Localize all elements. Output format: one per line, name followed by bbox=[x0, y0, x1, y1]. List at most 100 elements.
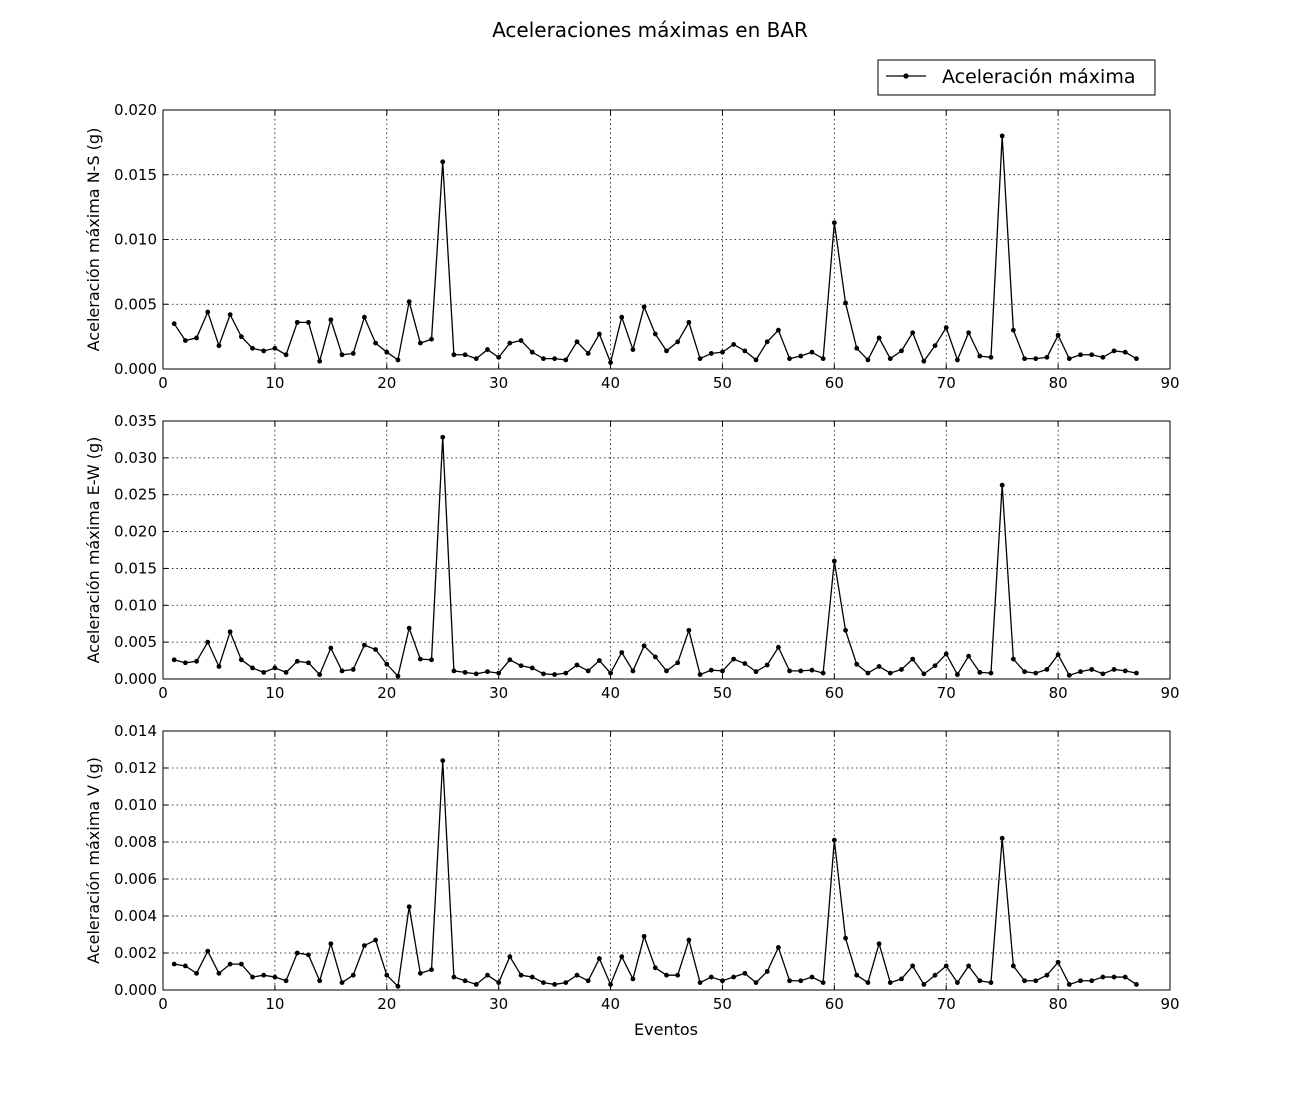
data-point bbox=[429, 336, 434, 342]
x-tick-label: 70 bbox=[937, 684, 956, 702]
data-point bbox=[362, 314, 367, 320]
data-point bbox=[541, 356, 546, 362]
data-point bbox=[1055, 652, 1061, 658]
data-point bbox=[216, 343, 222, 349]
data-point bbox=[708, 667, 714, 673]
data-point bbox=[317, 978, 323, 984]
plot-frame bbox=[162, 109, 1171, 370]
data-point bbox=[608, 360, 613, 365]
data-point bbox=[1055, 332, 1061, 338]
data-point bbox=[999, 835, 1005, 841]
data-point bbox=[238, 657, 244, 663]
data-point bbox=[809, 974, 815, 980]
data-point bbox=[630, 976, 636, 982]
data-point bbox=[943, 325, 949, 330]
data-point bbox=[1066, 672, 1072, 678]
data-point bbox=[731, 974, 737, 980]
data-point bbox=[1010, 656, 1016, 662]
data-point bbox=[619, 954, 625, 960]
data-point bbox=[932, 343, 938, 349]
data-point bbox=[876, 941, 882, 947]
data-point bbox=[1111, 348, 1117, 354]
data-point bbox=[932, 972, 938, 978]
data-point bbox=[608, 670, 613, 676]
data-point bbox=[563, 980, 569, 985]
data-point bbox=[955, 672, 960, 677]
data-point bbox=[1078, 669, 1083, 675]
data-point bbox=[876, 664, 882, 669]
data-point bbox=[507, 657, 513, 663]
data-point bbox=[630, 668, 636, 674]
x-tick-label: 90 bbox=[1160, 684, 1179, 702]
data-point bbox=[1078, 978, 1083, 984]
x-tick-label: 0 bbox=[158, 995, 168, 1013]
data-point bbox=[910, 330, 916, 336]
data-point bbox=[272, 974, 278, 980]
data-point bbox=[294, 950, 300, 956]
data-point bbox=[865, 357, 871, 363]
data-point bbox=[876, 335, 882, 341]
data-point bbox=[507, 340, 513, 346]
y-tick-label: 0.030 bbox=[114, 449, 157, 467]
data-point bbox=[1134, 356, 1139, 362]
data-point bbox=[1089, 667, 1095, 672]
data-point bbox=[227, 961, 233, 967]
data-point bbox=[899, 348, 904, 354]
panel-3: 0 10 20 30 40 50 60 70 80 90 0.000 0.002 0.004 0.006 0… bbox=[84, 722, 1180, 1013]
data-point bbox=[350, 972, 356, 978]
data-point bbox=[574, 662, 580, 668]
data-point bbox=[664, 972, 669, 978]
data-point bbox=[619, 650, 625, 655]
data-point bbox=[675, 972, 681, 978]
legend-label: Aceleración máxima bbox=[942, 66, 1135, 88]
x-tick-label: 40 bbox=[601, 995, 620, 1013]
data-point bbox=[764, 339, 770, 345]
panel-2: 0 10 20 30 40 50 60 70 80 90 0.000 0.005 0.010 0.015 0… bbox=[84, 412, 1180, 702]
x-tick-label: 20 bbox=[377, 374, 396, 392]
y-tick-label: 0.015 bbox=[114, 166, 157, 184]
data-point bbox=[720, 349, 725, 355]
data-point bbox=[1078, 352, 1083, 358]
data-point bbox=[1122, 349, 1128, 355]
y-tick-label: 0.000 bbox=[114, 670, 157, 688]
data-point bbox=[798, 978, 804, 984]
x-tick-label: 30 bbox=[489, 995, 508, 1013]
data-point bbox=[641, 933, 647, 939]
data-point bbox=[406, 299, 412, 305]
data-point bbox=[854, 972, 860, 978]
data-point bbox=[820, 670, 826, 676]
y-axis-label: Aceleración máxima E-W (g) bbox=[84, 437, 103, 664]
data-point bbox=[843, 935, 848, 941]
data-point bbox=[227, 312, 233, 318]
data-point bbox=[1122, 668, 1128, 674]
data-point bbox=[171, 961, 177, 967]
data-point bbox=[999, 482, 1005, 488]
data-point bbox=[999, 133, 1005, 139]
data-point bbox=[272, 345, 278, 351]
data-point bbox=[306, 660, 311, 666]
data-point bbox=[462, 669, 468, 675]
data-point bbox=[317, 672, 323, 677]
data-point bbox=[384, 661, 390, 667]
data-point bbox=[697, 356, 703, 362]
data-point bbox=[216, 970, 222, 976]
data-point bbox=[865, 670, 871, 676]
data-point bbox=[306, 952, 311, 958]
series-line bbox=[174, 760, 1137, 988]
data-point bbox=[373, 937, 378, 943]
data-point bbox=[362, 943, 367, 948]
data-point bbox=[339, 352, 345, 358]
data-point bbox=[675, 339, 681, 345]
data-point bbox=[395, 673, 401, 679]
data-point bbox=[238, 961, 244, 967]
data-point bbox=[1022, 356, 1027, 362]
x-tick-label: 50 bbox=[713, 684, 732, 702]
data-point bbox=[429, 967, 434, 973]
data-point bbox=[417, 656, 423, 662]
data-point bbox=[865, 980, 871, 985]
data-point bbox=[787, 978, 792, 984]
data-point bbox=[440, 434, 446, 440]
data-point bbox=[1100, 354, 1106, 360]
data-point bbox=[440, 159, 446, 165]
